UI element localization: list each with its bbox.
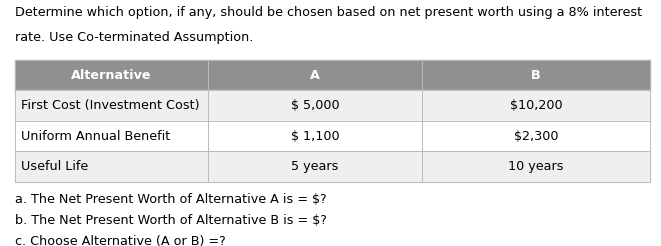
Bar: [208, 152, 422, 182]
Text: rate. Use Co-terminated Assumption.: rate. Use Co-terminated Assumption.: [15, 31, 253, 44]
Bar: [422, 121, 650, 152]
Bar: [15, 121, 208, 152]
Text: $ 1,100: $ 1,100: [291, 130, 339, 143]
Text: B: B: [531, 69, 541, 82]
Text: c. Choose Alternative (A or B) =?: c. Choose Alternative (A or B) =?: [15, 235, 225, 246]
Text: 5 years: 5 years: [292, 160, 338, 173]
Bar: [422, 90, 650, 121]
Bar: [422, 60, 650, 90]
Bar: [208, 90, 422, 121]
Bar: [15, 152, 208, 182]
Text: b. The Net Present Worth of Alternative B is = $?: b. The Net Present Worth of Alternative …: [15, 214, 327, 227]
Text: $10,200: $10,200: [510, 99, 563, 112]
Text: 10 years: 10 years: [508, 160, 564, 173]
Text: First Cost (Investment Cost): First Cost (Investment Cost): [21, 99, 200, 112]
Bar: [15, 60, 208, 90]
Bar: [208, 60, 422, 90]
Text: $2,300: $2,300: [514, 130, 559, 143]
Text: Alternative: Alternative: [71, 69, 152, 82]
Text: a. The Net Present Worth of Alternative A is = $?: a. The Net Present Worth of Alternative …: [15, 193, 326, 206]
Text: $ 5,000: $ 5,000: [291, 99, 339, 112]
Bar: [208, 121, 422, 152]
Bar: [422, 152, 650, 182]
Text: A: A: [310, 69, 320, 82]
Text: Uniform Annual Benefit: Uniform Annual Benefit: [21, 130, 171, 143]
Text: Determine which option, if any, should be chosen based on net present worth usin: Determine which option, if any, should b…: [15, 6, 642, 19]
Text: Useful Life: Useful Life: [21, 160, 89, 173]
Bar: [15, 90, 208, 121]
